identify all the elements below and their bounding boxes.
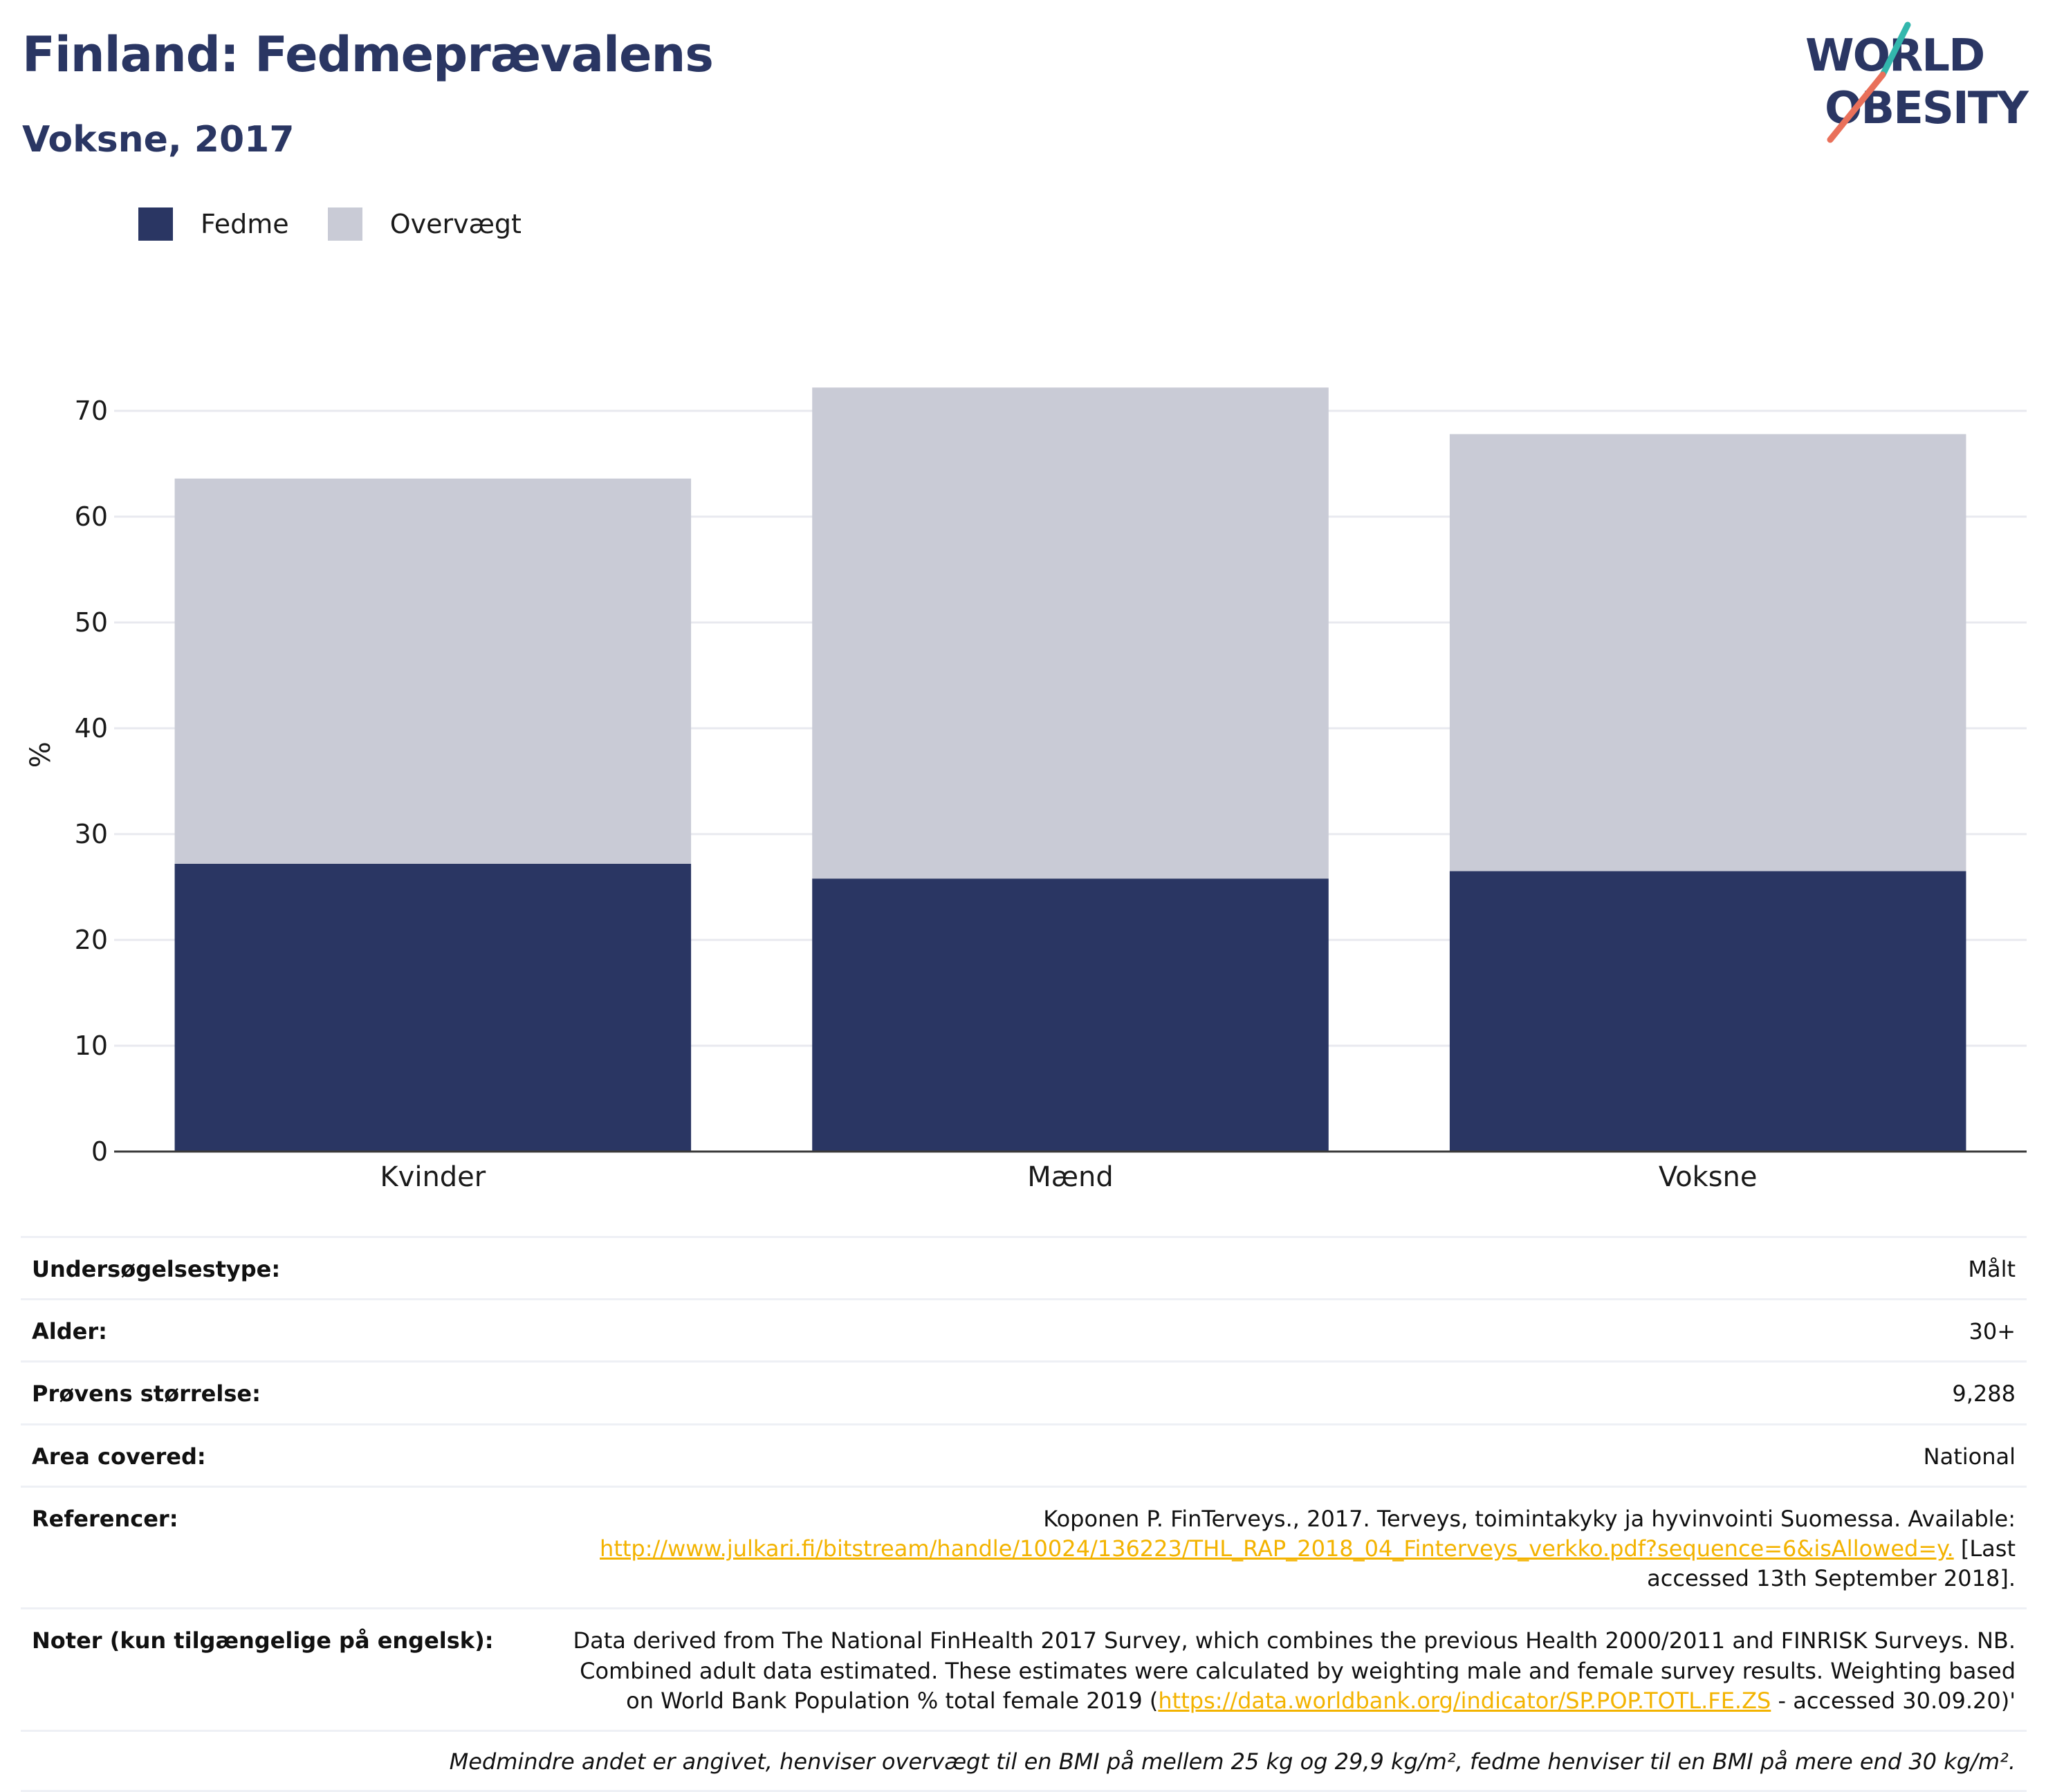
info-label: Alder: — [32, 1318, 107, 1345]
stacked-bar-chart: 0 10 20 30 40 50 60 70% Kvinder Mænd Voksne — [25, 387, 2027, 1193]
bar-overvaegt — [1449, 434, 1966, 871]
y-tick-label: 60 — [75, 501, 108, 532]
y-axis-label: % — [25, 741, 57, 768]
info-row-survey-type: Undersøgelsestype: Målt — [21, 1236, 2027, 1298]
logo-slash-bottom — [1827, 71, 1886, 143]
bar-fedme — [174, 863, 692, 1152]
notes-text: Data derived from The National FinHealth… — [573, 1627, 2016, 1714]
page-title: Finland: Fedmeprævalens — [22, 26, 714, 83]
y-tick-label: 40 — [75, 713, 108, 743]
x-tick-label: Voksne — [1659, 1161, 1758, 1193]
info-label: Prøvens størrelse: — [32, 1380, 261, 1407]
y-tick-label: 50 — [75, 607, 108, 638]
world-obesity-logo: WORLD OBESITY — [1805, 21, 2030, 143]
references-accessed: [Last accessed 13th September 2018]. — [1647, 1535, 2016, 1592]
bar-fedme — [812, 878, 1329, 1152]
legend-swatch-overvaegt — [327, 207, 362, 241]
x-tick-label: Mænd — [1027, 1161, 1114, 1193]
info-value: 30+ — [1969, 1318, 2016, 1345]
notes-value: Data derived from The National FinHealth… — [557, 1626, 2016, 1716]
info-label: Undersøgelsestype: — [32, 1256, 281, 1282]
info-row-area: Area covered: National — [21, 1423, 2027, 1486]
references-link[interactable]: http://www.julkari.fi/bitstream/handle/1… — [600, 1535, 1954, 1562]
references-value: Koponen P. FinTerveys., 2017. Terveys, t… — [557, 1504, 2016, 1594]
x-tick-label: Kvinder — [380, 1161, 486, 1193]
bmi-footnote: Medmindre andet er angivet, henviser ove… — [21, 1729, 2027, 1792]
bar-fedme — [1449, 871, 1966, 1152]
y-tick-label: 20 — [75, 925, 108, 955]
legend-label-overvaegt: Overvægt — [389, 209, 522, 239]
info-value: National — [1923, 1443, 2016, 1470]
info-row-references: Referencer: Koponen P. FinTerveys., 2017… — [21, 1485, 2027, 1608]
notes-text-after: - accessed 30.09.20)' — [1771, 1687, 2016, 1714]
info-label: Area covered: — [32, 1443, 206, 1470]
info-row-sample-size: Prøvens størrelse: 9,288 — [21, 1360, 2027, 1423]
info-row-notes: Noter (kun tilgængelige på engelsk): Dat… — [21, 1607, 2027, 1730]
y-tick-label: 0 — [91, 1136, 108, 1167]
info-value: Målt — [1968, 1256, 2016, 1282]
info-row-age: Alder: 30+ — [21, 1298, 2027, 1360]
bar-overvaegt — [812, 387, 1329, 879]
bar-overvaegt — [174, 478, 692, 864]
y-tick-label: 30 — [75, 819, 108, 849]
page-subtitle: Voksne, 2017 — [22, 119, 295, 160]
legend-label-fedme: Fedme — [201, 209, 289, 239]
notes-link[interactable]: https://data.worldbank.org/indicator/SP.… — [1158, 1687, 1771, 1714]
notes-label: Noter (kun tilgængelige på engelsk): — [32, 1627, 494, 1654]
references-text: Koponen P. FinTerveys., 2017. Terveys, t… — [1043, 1505, 2016, 1532]
info-value: 9,288 — [1952, 1380, 2016, 1407]
survey-info-table: Undersøgelsestype: Målt Alder: 30+ Prøve… — [21, 1236, 2027, 1792]
legend-swatch-fedme — [138, 207, 173, 241]
y-tick-label: 10 — [75, 1031, 108, 1061]
logo-slash-top — [1879, 21, 1911, 78]
y-tick-label: 70 — [75, 396, 108, 426]
chart-legend: Fedme Overvægt — [138, 206, 560, 242]
references-label: Referencer: — [32, 1505, 178, 1532]
